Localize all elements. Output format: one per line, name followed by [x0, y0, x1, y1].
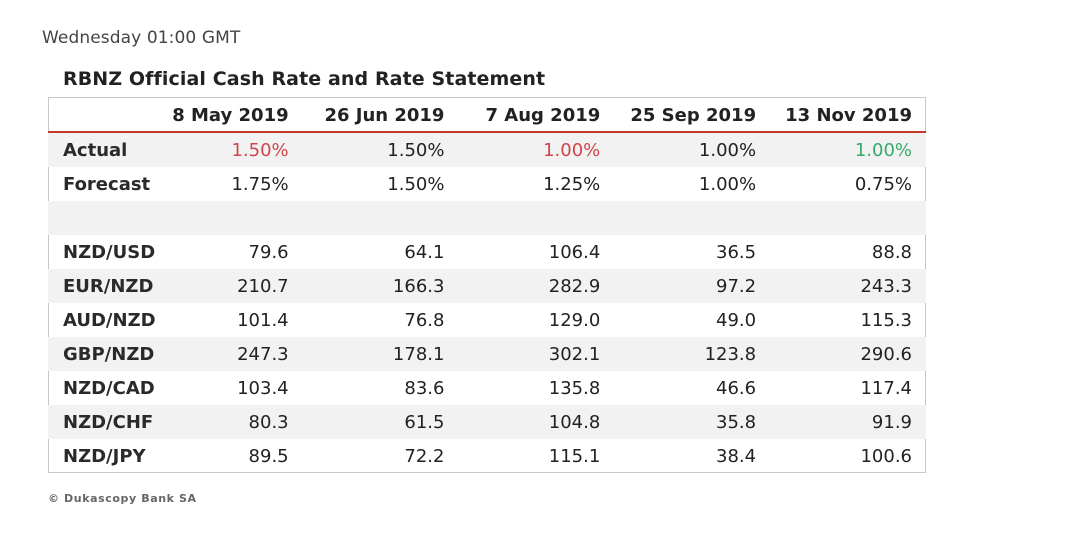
row-label: GBP/NZD — [48, 337, 170, 371]
timestamp: Wednesday 01:00 GMT — [42, 28, 241, 48]
actual-value: 1.00% — [614, 132, 771, 167]
range-value: 46.6 — [716, 377, 757, 399]
header-cell: 13 Nov 2019 — [770, 99, 926, 133]
range-value: 117.4 — [860, 377, 912, 399]
row-label: EUR/NZD — [48, 269, 170, 303]
range-value: 35.8 — [614, 405, 771, 439]
pair-row: EUR/NZD 210.7 166.3 282.9 97.2 243.3 — [48, 269, 926, 303]
range-value: 101.4 — [237, 309, 289, 331]
range-value: 282.9 — [458, 269, 615, 303]
range-value: 210.7 — [169, 269, 303, 303]
range-value: 129.0 — [548, 309, 601, 331]
row-label: NZD/JPY — [63, 445, 146, 467]
forecast-value: 1.50% — [387, 173, 445, 195]
pair-row: NZD/CHF 80.3 61.5 104.8 35.8 91.9 — [48, 405, 926, 439]
range-value: 100.6 — [860, 445, 912, 467]
range-value: 166.3 — [302, 269, 459, 303]
forecast-value: 0.75% — [854, 173, 912, 195]
range-value: 106.4 — [548, 241, 601, 263]
range-value: 79.6 — [248, 241, 289, 263]
row-label: NZD/CHF — [48, 405, 170, 439]
row-label: AUD/NZD — [63, 309, 156, 331]
table-title: RBNZ Official Cash Rate and Rate Stateme… — [63, 68, 546, 90]
range-value: 91.9 — [770, 405, 926, 439]
actual-row: Actual 1.50% 1.50% 1.00% 1.00% 1.00% — [48, 132, 926, 167]
range-value: 290.6 — [770, 337, 926, 371]
range-value: 302.1 — [458, 337, 615, 371]
pair-row: NZD/USD 79.6 64.1 106.4 36.5 88.8 — [48, 235, 926, 269]
rates-table: 8 May 2019 26 Jun 2019 7 Aug 2019 25 Sep… — [48, 99, 926, 473]
range-value: 104.8 — [458, 405, 615, 439]
range-value: 97.2 — [614, 269, 771, 303]
range-value: 243.3 — [770, 269, 926, 303]
range-value: 38.4 — [716, 445, 757, 467]
forecast-row: Forecast 1.75% 1.50% 1.25% 1.00% 0.75% — [48, 167, 926, 201]
header-cell: 26 Jun 2019 — [302, 99, 459, 133]
range-value: 83.6 — [404, 377, 445, 399]
actual-value: 1.00% — [770, 132, 926, 167]
header-row: 8 May 2019 26 Jun 2019 7 Aug 2019 25 Sep… — [48, 99, 926, 133]
header-cell: 25 Sep 2019 — [614, 99, 771, 133]
row-label: Actual — [48, 132, 170, 167]
pair-row: GBP/NZD 247.3 178.1 302.1 123.8 290.6 — [48, 337, 926, 371]
range-value: 115.1 — [548, 445, 601, 467]
pair-row: NZD/JPY 89.5 72.2 115.1 38.4 100.6 — [48, 439, 926, 473]
range-value: 247.3 — [169, 337, 303, 371]
range-value: 88.8 — [871, 241, 912, 263]
range-value: 64.1 — [404, 241, 445, 263]
forecast-value: 1.00% — [698, 173, 757, 195]
actual-value: 1.50% — [302, 132, 459, 167]
range-value: 36.5 — [716, 241, 757, 263]
range-value: 49.0 — [716, 309, 757, 331]
range-value: 135.8 — [548, 377, 601, 399]
spacer-row — [48, 201, 926, 235]
pair-row: NZD/CAD 103.4 83.6 135.8 46.6 117.4 — [48, 371, 926, 405]
range-value: 103.4 — [237, 377, 289, 399]
row-label: NZD/CAD — [63, 377, 155, 399]
header-cell: 8 May 2019 — [169, 99, 303, 133]
actual-value: 1.50% — [169, 132, 303, 167]
row-label: NZD/USD — [63, 241, 156, 263]
range-value: 72.2 — [404, 445, 445, 467]
header-cell — [48, 99, 170, 133]
pair-row: AUD/NZD 101.4 76.8 129.0 49.0 115.3 — [48, 303, 926, 337]
range-value: 123.8 — [614, 337, 771, 371]
header-cell: 7 Aug 2019 — [458, 99, 615, 133]
row-label: Forecast — [63, 173, 151, 195]
range-value: 115.3 — [860, 309, 912, 331]
range-value: 80.3 — [169, 405, 303, 439]
range-value: 61.5 — [302, 405, 459, 439]
forecast-value: 1.75% — [231, 173, 289, 195]
actual-value: 1.00% — [458, 132, 615, 167]
range-value: 178.1 — [302, 337, 459, 371]
range-value: 76.8 — [404, 309, 445, 331]
forecast-value: 1.25% — [543, 173, 601, 195]
copyright-footer: © Dukascopy Bank SA — [48, 492, 197, 505]
range-value: 89.5 — [248, 445, 289, 467]
